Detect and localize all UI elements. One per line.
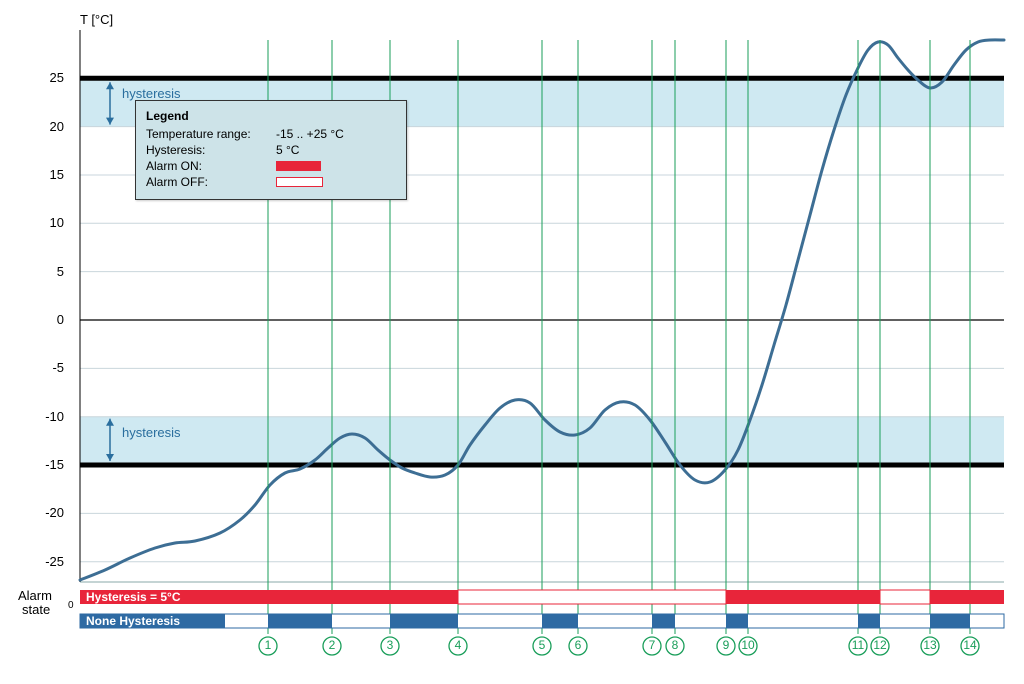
event-marker-9: 9 — [718, 638, 734, 652]
y-tick-label: 25 — [24, 70, 64, 85]
event-marker-12: 12 — [872, 638, 888, 652]
event-marker-4: 4 — [450, 638, 466, 652]
chart-container: T [°C] Legend Temperature range: -15 .. … — [10, 10, 1014, 674]
bar1-label: Hysteresis = 5°C — [80, 590, 181, 604]
event-marker-2: 2 — [324, 638, 340, 652]
zero-small-label: 0 — [68, 600, 74, 611]
legend-off-key: Alarm OFF: — [146, 175, 276, 189]
legend-range-key: Temperature range: — [146, 127, 276, 141]
y-tick-label: -15 — [24, 457, 64, 472]
legend-range-val: -15 .. +25 °C — [276, 127, 344, 141]
alarm-on-swatch — [276, 161, 321, 171]
legend-on-key: Alarm ON: — [146, 159, 276, 173]
event-marker-6: 6 — [570, 638, 586, 652]
y-tick-label: 20 — [24, 119, 64, 134]
y-axis-title: T [°C] — [80, 12, 113, 27]
alarm-off-swatch — [276, 177, 323, 187]
y-tick-label: 10 — [24, 215, 64, 230]
event-marker-3: 3 — [382, 638, 398, 652]
event-marker-1: 1 — [260, 638, 276, 652]
event-marker-10: 10 — [740, 638, 756, 652]
event-marker-11: 11 — [850, 638, 866, 652]
legend-hyst-key: Hysteresis: — [146, 143, 276, 157]
bar2-label: None Hysteresis — [80, 614, 180, 628]
y-tick-label: -10 — [24, 409, 64, 424]
event-marker-13: 13 — [922, 638, 938, 652]
y-tick-label: -5 — [24, 360, 64, 375]
legend-hyst-val: 5 °C — [276, 143, 299, 157]
y-tick-label: 0 — [24, 312, 64, 327]
legend-title: Legend — [146, 109, 396, 123]
event-marker-8: 8 — [667, 638, 683, 652]
legend-box: Legend Temperature range: -15 .. +25 °C … — [135, 100, 407, 200]
y-tick-label: -20 — [24, 505, 64, 520]
hysteresis-label-low: hysteresis — [122, 425, 181, 440]
event-marker-14: 14 — [962, 638, 978, 652]
y-tick-label: -25 — [24, 554, 64, 569]
y-tick-label: 5 — [24, 264, 64, 279]
alarm-state-label-2: state — [22, 602, 50, 617]
event-marker-5: 5 — [534, 638, 550, 652]
y-tick-label: 15 — [24, 167, 64, 182]
alarm-state-label-1: Alarm — [18, 588, 52, 603]
hysteresis-label-high: hysteresis — [122, 86, 181, 101]
event-marker-7: 7 — [644, 638, 660, 652]
